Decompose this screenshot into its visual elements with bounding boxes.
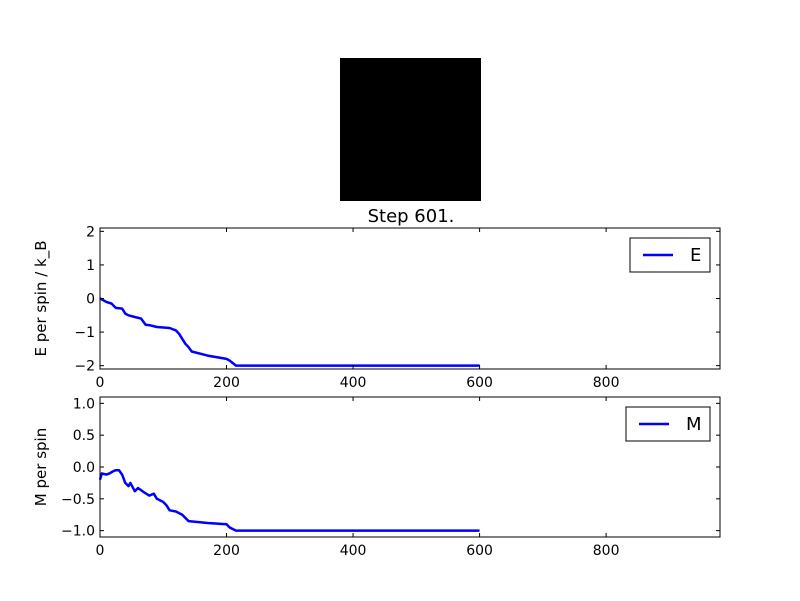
y-tick-label: 0 [86,292,95,308]
subplot-1: 0 200 400 600 800 −2 −1 0 1 2 E per spin / k_B E [32,224,721,391]
series-line-E [99,297,480,367]
x-tick-label: 200 [213,375,240,391]
subplot-2: 0 200 400 600 800 −1.0 −0.5 0.0 0.5 1.0 M per spin… [32,396,721,559]
y-tick-label: −0.5 [61,492,95,508]
x-tick-label: 600 [466,543,493,559]
x-tick-label: 0 [96,375,105,391]
lattice-image [340,58,481,201]
y-axis-label: E per spin / k_B [32,240,51,356]
x-tick-label: 600 [466,375,493,391]
series-line-M [98,468,480,532]
x-tick-label: 800 [593,375,620,391]
y-axis-label: M per spin [32,428,50,506]
chart-title: Step 601. [368,206,455,227]
legend: E [629,237,711,273]
axes-frame [99,227,721,370]
legend-label: E [690,245,701,266]
y-tick-label: 0.5 [73,428,95,444]
x-tick-label: 200 [213,543,240,559]
y-tick-label: −2 [74,359,95,375]
legend: M [625,406,711,442]
y-tick-label: −1.0 [61,524,95,540]
y-tick-label: −1 [74,325,95,341]
y-tick-label: 2 [86,224,95,240]
y-tick-label: 0.0 [73,460,95,476]
y-tick-label: 1.0 [73,396,95,412]
x-tick-label: 400 [340,375,367,391]
y-tick-label: 1 [86,258,95,274]
x-tick-label: 400 [340,543,367,559]
legend-label: M [686,414,702,435]
x-tick-label: 800 [593,543,620,559]
x-tick-label: 0 [96,543,105,559]
